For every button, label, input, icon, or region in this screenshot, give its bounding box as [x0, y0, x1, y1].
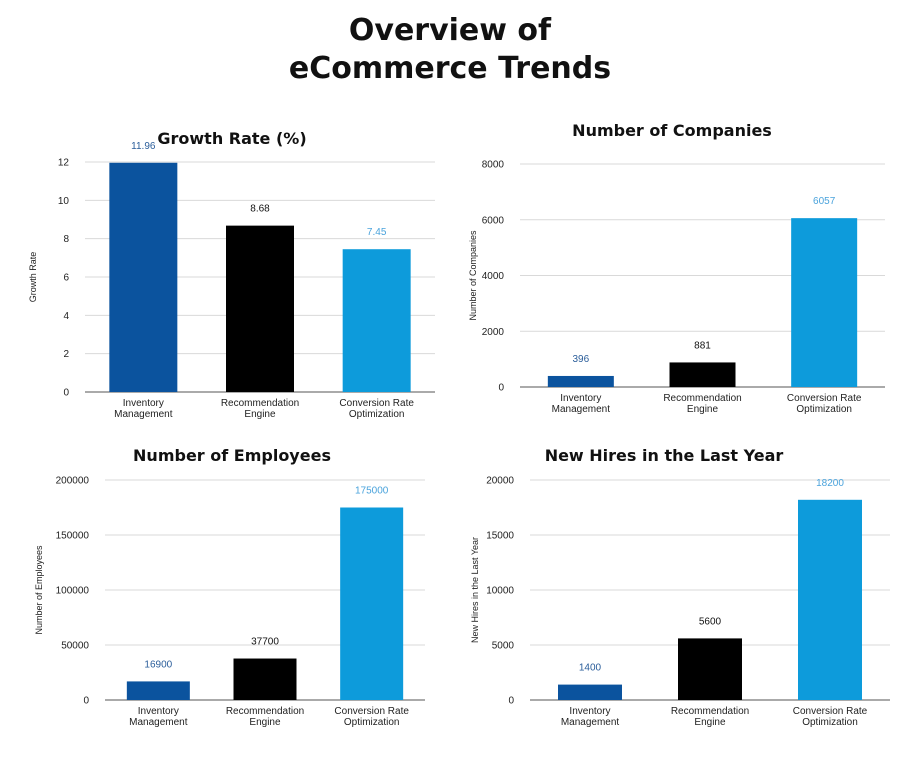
category-label: Inventory [138, 706, 179, 717]
y-axis-title: Number of Employees [34, 545, 44, 635]
bar [109, 162, 178, 392]
category-label: Engine [694, 717, 726, 728]
y-tick-label: 6000 [482, 215, 505, 226]
category-label: Engine [244, 409, 276, 420]
bar [669, 362, 736, 387]
y-tick-label: 0 [63, 388, 69, 399]
category-label: Optimization [796, 404, 852, 415]
y-tick-label: 8 [63, 234, 69, 245]
y-tick-label: 100000 [56, 586, 90, 597]
number-of-employees-chart: Number of Employees 0 50000 100000 150000 200… [34, 446, 425, 728]
y-tick-label: 2 [63, 349, 69, 360]
y-tick-label: 4000 [482, 271, 505, 282]
bar [678, 638, 742, 700]
category-label: Inventory [560, 393, 601, 404]
y-tick-label: 20000 [486, 476, 514, 487]
growth-rate-chart: Growth Rate (%) 0 2 4 6 8 10 12 Growth Rate 11.96… [28, 129, 435, 420]
data-label: 881 [694, 340, 711, 351]
y-tick-label: 50000 [61, 641, 89, 652]
y-tick-label: 0 [83, 696, 89, 707]
bar [791, 218, 858, 387]
y-tick-label: 10000 [486, 586, 514, 597]
data-label: 7.45 [367, 227, 387, 238]
data-label: 16900 [144, 659, 172, 670]
bar [126, 681, 190, 700]
y-axis-title: Number of Companies [468, 230, 478, 321]
page-title: Overview of eCommerce Trends [0, 12, 900, 88]
category-label: Optimization [349, 409, 405, 420]
y-axis-title: Growth Rate [28, 252, 38, 303]
bar [342, 249, 411, 392]
y-tick-label: 0 [508, 696, 514, 707]
data-label: 37700 [251, 637, 279, 648]
bar [233, 658, 297, 700]
category-label: Engine [687, 404, 719, 415]
page-title-line-1: Overview of [348, 13, 552, 48]
category-label: Conversion Rate [339, 398, 414, 409]
y-tick-label: 0 [498, 383, 504, 394]
data-label: 5600 [699, 616, 722, 627]
y-tick-label: 2000 [482, 327, 505, 338]
category-label: Optimization [802, 717, 858, 728]
bar [547, 375, 614, 387]
category-label: Inventory [123, 398, 164, 409]
data-label: 11.96 [131, 141, 156, 152]
bar [340, 507, 404, 700]
bar [558, 684, 622, 700]
category-label: Management [552, 404, 611, 415]
new-hires-chart: New Hires in the Last Year 0 5000 10000 1500… [470, 446, 890, 728]
y-tick-label: 6 [63, 273, 69, 284]
y-tick-label: 15000 [486, 531, 514, 542]
y-tick-label: 4 [63, 311, 69, 322]
y-tick-label: 8000 [482, 160, 505, 171]
chart-title: Number of Companies [572, 121, 772, 140]
y-tick-label: 12 [58, 158, 70, 169]
category-label: Management [114, 409, 173, 420]
category-label: Engine [249, 717, 281, 728]
y-tick-label: 200000 [56, 476, 90, 487]
data-label: 1400 [579, 663, 602, 674]
category-label: Management [561, 717, 620, 728]
chart-title: Number of Employees [133, 446, 331, 465]
y-axis-title: New Hires in the Last Year [470, 537, 480, 643]
category-label: Conversion Rate [793, 706, 868, 717]
y-tick-label: 150000 [56, 531, 90, 542]
page-title-line-2: eCommerce Trends [288, 51, 612, 86]
number-of-companies-chart: Number of Companies 0 2000 4000 6000 8000 Numb… [468, 121, 885, 415]
data-label: 396 [572, 354, 589, 365]
category-label: Inventory [569, 706, 610, 717]
bar [226, 225, 294, 392]
category-label: Management [129, 717, 188, 728]
category-label: Recommendation [226, 706, 304, 717]
category-label: Recommendation [221, 398, 299, 409]
bar [798, 499, 862, 700]
category-label: Optimization [344, 717, 400, 728]
category-label: Recommendation [671, 706, 749, 717]
data-label: 8.68 [250, 204, 270, 215]
data-label: 18200 [816, 478, 844, 489]
data-label: 175000 [355, 486, 389, 497]
category-label: Conversion Rate [334, 706, 409, 717]
chart-title: New Hires in the Last Year [545, 446, 784, 465]
y-tick-label: 10 [58, 196, 70, 207]
category-label: Recommendation [663, 393, 741, 404]
chart-title: Growth Rate (%) [157, 129, 306, 148]
y-tick-label: 5000 [492, 641, 515, 652]
data-label: 6057 [813, 196, 836, 207]
category-label: Conversion Rate [787, 393, 862, 404]
